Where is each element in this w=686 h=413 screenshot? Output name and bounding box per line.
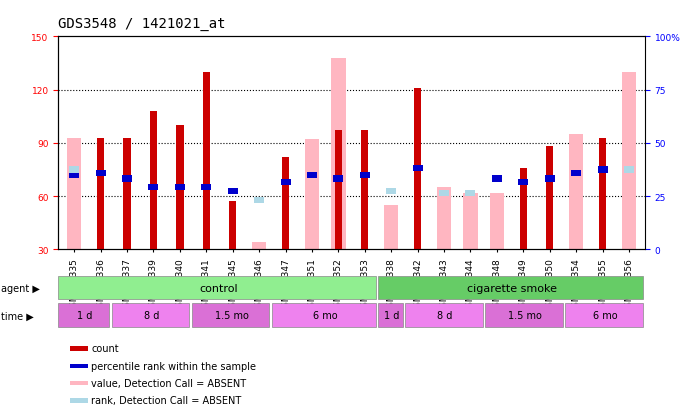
Text: cigarette smoke: cigarette smoke bbox=[466, 283, 556, 293]
Bar bbox=[333, 176, 344, 182]
Bar bbox=[519, 179, 528, 185]
Text: agent ▶: agent ▶ bbox=[1, 283, 40, 293]
Bar bbox=[148, 185, 158, 191]
Bar bbox=[465, 190, 475, 196]
Bar bbox=[437, 188, 451, 250]
Bar bbox=[70, 347, 88, 351]
Bar bbox=[569, 135, 583, 250]
Bar bbox=[414, 88, 421, 250]
Bar bbox=[378, 276, 643, 300]
Bar bbox=[95, 171, 106, 177]
Bar bbox=[599, 138, 606, 250]
Bar bbox=[281, 179, 291, 185]
Text: percentile rank within the sample: percentile rank within the sample bbox=[91, 361, 256, 371]
Bar bbox=[175, 185, 185, 191]
Text: 1.5 mo: 1.5 mo bbox=[215, 311, 248, 320]
Bar bbox=[405, 304, 483, 328]
Bar bbox=[359, 172, 370, 178]
Bar bbox=[229, 202, 237, 250]
Bar bbox=[254, 197, 264, 203]
Text: control: control bbox=[199, 283, 237, 293]
Bar bbox=[492, 176, 502, 182]
Bar bbox=[384, 206, 399, 250]
Bar bbox=[70, 364, 88, 368]
Bar bbox=[70, 381, 88, 385]
Bar bbox=[565, 304, 643, 328]
Bar bbox=[485, 304, 563, 328]
Bar bbox=[335, 131, 342, 250]
Bar bbox=[122, 176, 132, 182]
Bar bbox=[490, 193, 504, 250]
Bar bbox=[176, 126, 184, 250]
Bar bbox=[70, 398, 88, 403]
Bar bbox=[412, 165, 423, 171]
Bar bbox=[598, 167, 608, 173]
Bar bbox=[546, 147, 554, 250]
Bar bbox=[307, 172, 317, 178]
Text: count: count bbox=[91, 344, 119, 354]
Bar bbox=[519, 169, 527, 250]
Bar bbox=[112, 304, 189, 328]
Bar bbox=[201, 185, 211, 191]
Bar bbox=[69, 172, 79, 178]
Bar bbox=[58, 276, 376, 300]
Bar bbox=[624, 167, 634, 173]
Bar bbox=[439, 190, 449, 196]
Bar bbox=[67, 138, 82, 250]
Bar bbox=[305, 140, 319, 250]
Bar bbox=[282, 158, 289, 250]
Text: value, Detection Call = ABSENT: value, Detection Call = ABSENT bbox=[91, 378, 246, 388]
Text: 1.5 mo: 1.5 mo bbox=[508, 311, 542, 320]
Bar bbox=[69, 167, 79, 173]
Bar bbox=[272, 304, 376, 328]
Text: 8 d: 8 d bbox=[437, 311, 453, 320]
Bar bbox=[228, 188, 238, 195]
Bar bbox=[191, 304, 270, 328]
Text: 1 d: 1 d bbox=[78, 311, 93, 320]
Bar bbox=[361, 131, 368, 250]
Bar bbox=[202, 73, 210, 250]
Bar bbox=[252, 243, 266, 250]
Bar bbox=[123, 138, 131, 250]
Bar bbox=[386, 188, 397, 195]
Bar bbox=[463, 193, 477, 250]
Text: time ▶: time ▶ bbox=[1, 311, 34, 320]
Bar bbox=[622, 73, 636, 250]
Text: 6 mo: 6 mo bbox=[593, 311, 617, 320]
Text: rank, Detection Call = ABSENT: rank, Detection Call = ABSENT bbox=[91, 396, 241, 406]
Bar bbox=[571, 171, 581, 177]
Bar bbox=[331, 59, 346, 250]
Text: 6 mo: 6 mo bbox=[313, 311, 338, 320]
Bar bbox=[58, 304, 110, 328]
Text: 1 d: 1 d bbox=[384, 311, 399, 320]
Text: GDS3548 / 1421021_at: GDS3548 / 1421021_at bbox=[58, 17, 226, 31]
Bar bbox=[150, 112, 157, 250]
Text: 8 d: 8 d bbox=[144, 311, 159, 320]
Bar bbox=[378, 304, 403, 328]
Bar bbox=[624, 167, 634, 173]
Bar bbox=[545, 176, 555, 182]
Bar bbox=[97, 138, 104, 250]
